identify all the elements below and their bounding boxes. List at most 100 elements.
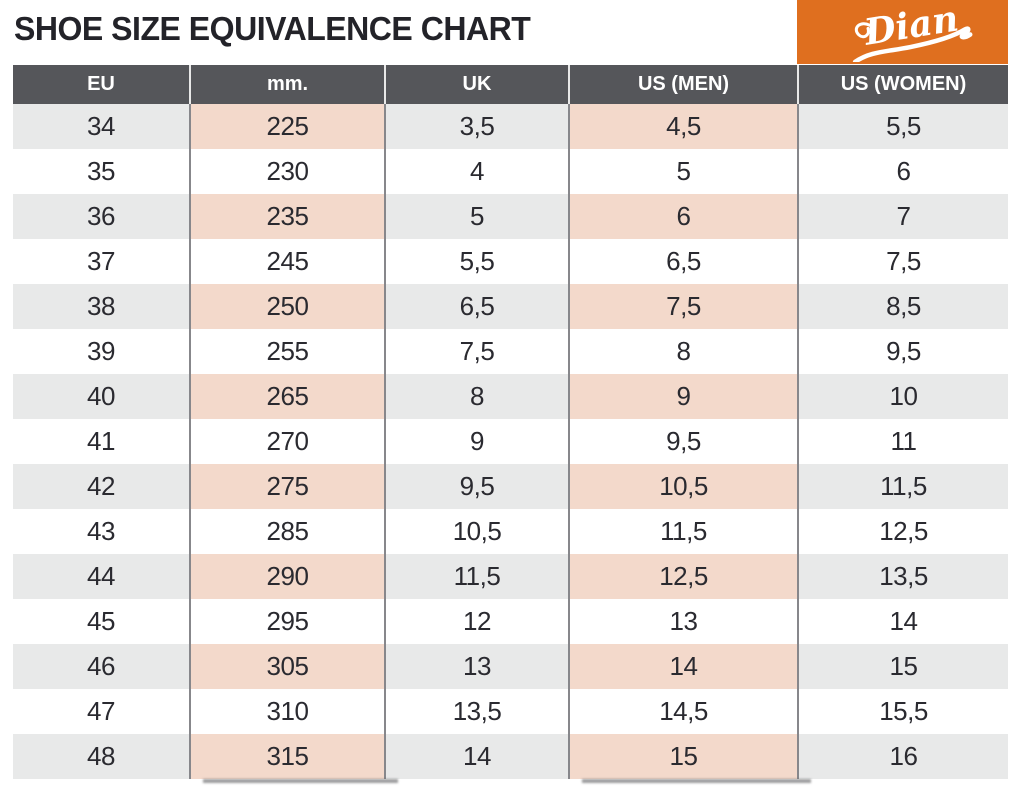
table-cell: 13: [568, 599, 798, 644]
table-cell: 245: [189, 239, 385, 284]
table-cell: 225: [189, 104, 385, 149]
table-cell: 310: [189, 689, 385, 734]
table-cell: 9,5: [568, 419, 798, 464]
table-cell: 250: [189, 284, 385, 329]
table-row: 43 285 10,5 11,5 12,5: [13, 509, 1008, 554]
table-cell: 10,5: [384, 509, 569, 554]
table-cell: 265: [189, 374, 385, 419]
table-cell: 6: [797, 149, 1008, 194]
table-cell: 11,5: [797, 464, 1008, 509]
table-cell: 13: [384, 644, 569, 689]
table-cell: 13,5: [384, 689, 569, 734]
table-cell: 13,5: [797, 554, 1008, 599]
table-cell: 7,5: [384, 329, 569, 374]
mm-column-bottom-shadow: [203, 779, 398, 783]
table-cell: 230: [189, 149, 385, 194]
table-cell: 7: [797, 194, 1008, 239]
table-cell: 37: [87, 246, 115, 276]
table-cell: 11,5: [568, 509, 798, 554]
table-cell: 36: [13, 194, 190, 239]
table-cell: 15: [797, 644, 1008, 689]
table-cell: 38: [13, 284, 190, 329]
table-cell: 14,5: [568, 689, 798, 734]
table-row: 36 235 5 6 7: [13, 194, 1008, 239]
table-cell: 295: [189, 599, 385, 644]
table-row: 35 230 4 5 6: [13, 149, 1008, 194]
table-row: 37 245 5,5 6,5 7,5: [13, 239, 1008, 284]
table-cell: 6,5: [568, 239, 798, 284]
table-cell: 47: [87, 696, 115, 726]
table-cell: 45: [87, 606, 115, 636]
table-cell: 12: [384, 599, 569, 644]
table-cell: 9: [384, 419, 569, 464]
table-row: 47 310 13,5 14,5 15,5: [13, 689, 1008, 734]
table-row: 39 255 7,5 8 9,5: [13, 329, 1008, 374]
table-row: 45 295 12 13 14: [13, 599, 1008, 644]
table-cell: 10,5: [568, 464, 798, 509]
table-row: 48 315 14 15 16: [13, 734, 1008, 779]
table-cell: 12,5: [568, 554, 798, 599]
table-cell: 11,5: [384, 554, 569, 599]
table-cell: 270: [189, 419, 385, 464]
table-cell: 15,5: [797, 689, 1008, 734]
table-cell: 8: [568, 329, 798, 374]
table-cell: 4: [384, 149, 569, 194]
table-row: 34 225 3,5 4,5 5,5: [13, 104, 1008, 149]
page-title: SHOE SIZE EQUIVALENCE CHART: [14, 10, 531, 47]
table-cell: 9,5: [797, 329, 1008, 374]
table-row: 38 250 6,5 7,5 8,5: [13, 284, 1008, 329]
table-cell: 9: [568, 374, 798, 419]
table-cell: 6,5: [384, 284, 569, 329]
column-header-us-women: US (WOMEN): [797, 65, 1008, 104]
table-cell: 8: [384, 374, 569, 419]
table-row: 42 275 9,5 10,5 11,5: [13, 464, 1008, 509]
column-header-uk: UK: [384, 65, 569, 104]
table-cell: 5: [384, 194, 569, 239]
table-cell: 16: [797, 734, 1008, 779]
table-cell: 12,5: [797, 509, 1008, 554]
column-header-mm: mm.: [189, 65, 385, 104]
table-cell: 46: [13, 644, 190, 689]
column-header-us-men: US (MEN): [568, 65, 798, 104]
table-cell: 9,5: [384, 464, 569, 509]
dian-logo: Dian: [852, 2, 972, 62]
table-cell: 35: [87, 156, 115, 186]
table-cell: 43: [87, 516, 115, 546]
table-row: 46 305 13 14 15: [13, 644, 1008, 689]
table-cell: 10: [797, 374, 1008, 419]
table-cell: 14: [384, 734, 569, 779]
table-cell: 15: [568, 734, 798, 779]
table-cell: 275: [189, 464, 385, 509]
table-cell: 11: [797, 419, 1008, 464]
table-cell: 305: [189, 644, 385, 689]
table-cell: 285: [189, 509, 385, 554]
table-row: 44 290 11,5 12,5 13,5: [13, 554, 1008, 599]
table-cell: 40: [13, 374, 190, 419]
table-cell: 34: [13, 104, 190, 149]
table-row: 41 270 9 9,5 11: [13, 419, 1008, 464]
header-row: EU mm. UK US (MEN) US (WOMEN): [13, 65, 1008, 104]
table-row: 40 265 8 9 10: [13, 374, 1008, 419]
table-cell: 235: [189, 194, 385, 239]
table-cell: 14: [797, 599, 1008, 644]
shoe-size-table: EU mm. UK US (MEN) US (WOMEN) 34 225 3,5 4,…: [13, 65, 1008, 779]
table-cell: 315: [189, 734, 385, 779]
table-cell: 39: [87, 336, 115, 366]
table-cell: 48: [13, 734, 190, 779]
table-body: 34 225 3,5 4,5 5,5 35 230 4 5 6 36 235 5 6 7 37 245 5,5 6,…: [13, 104, 1008, 779]
logo-box: Dian: [797, 0, 1008, 64]
column-header-eu: EU: [13, 65, 190, 104]
table-cell: 8,5: [797, 284, 1008, 329]
us-men-column-bottom-shadow: [582, 779, 811, 783]
table-cell: 3,5: [384, 104, 569, 149]
table-cell: 6: [568, 194, 798, 239]
table-cell: 5,5: [797, 104, 1008, 149]
table-cell: 41: [87, 426, 115, 456]
table-cell: 4,5: [568, 104, 798, 149]
table-cell: 255: [189, 329, 385, 374]
table-cell: 7,5: [568, 284, 798, 329]
table-cell: 5: [568, 149, 798, 194]
table-cell: 7,5: [797, 239, 1008, 284]
table-cell: 44: [13, 554, 190, 599]
